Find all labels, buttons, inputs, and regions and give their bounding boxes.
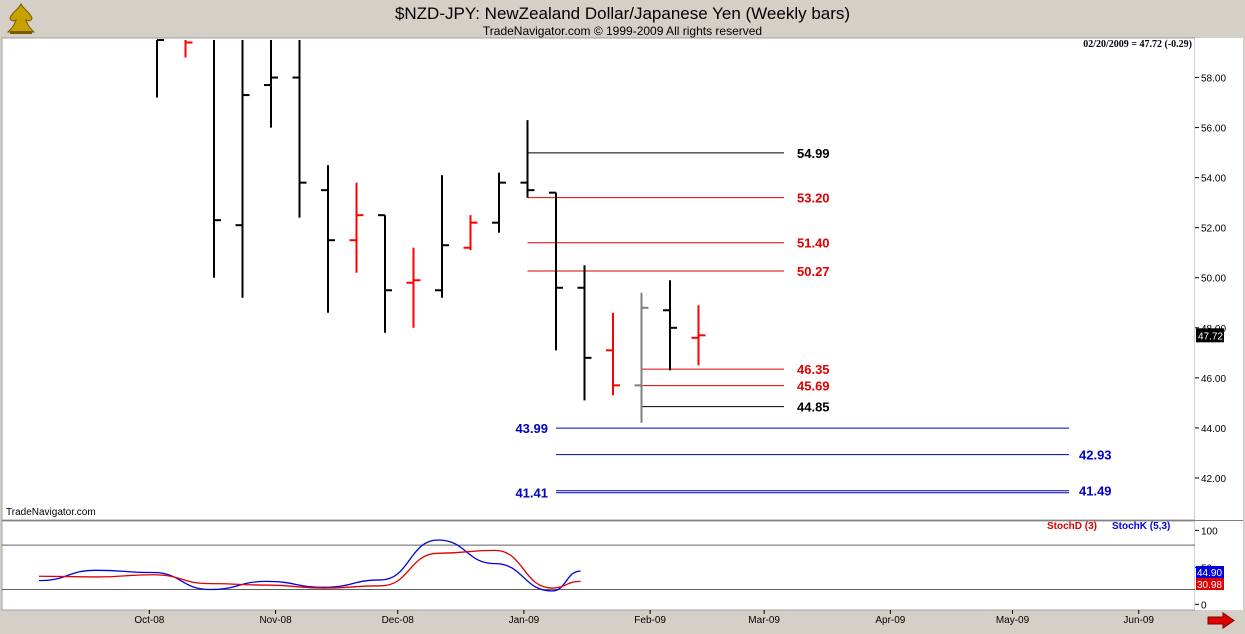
stoch-last-label: 44.90 xyxy=(1197,568,1222,579)
price-bars xyxy=(156,39,706,423)
price-axis-area xyxy=(1195,38,1243,610)
level-label: 45.69 xyxy=(797,379,830,394)
watermark-text: TradeNavigator.com xyxy=(6,507,96,518)
stochastic-lines xyxy=(38,539,581,592)
arrow-right-icon xyxy=(1207,612,1235,629)
level-label: 54.99 xyxy=(797,146,830,161)
stochastic-panel xyxy=(1,520,1196,611)
price-tick-label: 52.00 xyxy=(1201,224,1226,235)
stoch-d-legend: StochD (3) xyxy=(1047,521,1097,532)
price-levels xyxy=(527,152,1069,494)
time-tick-label: Oct-08 xyxy=(134,615,164,626)
chart-title: $NZD-JPY: NewZealand Dollar/Japanese Yen… xyxy=(394,4,851,23)
price-tick-label: 42.00 xyxy=(1201,474,1226,485)
time-tick-label: Mar-09 xyxy=(748,615,780,626)
time-tick-label: Jan-09 xyxy=(509,615,540,626)
stoch-tick-label: 50 xyxy=(1201,563,1213,574)
copyright-text: TradeNavigator.com © 1999-2009 All right… xyxy=(482,24,763,38)
level-label: 44.85 xyxy=(797,400,830,415)
stoch-last-label: 30.98 xyxy=(1197,580,1222,591)
stoch-k-legend: StochK (5,3) xyxy=(1112,521,1171,532)
level-label: 51.40 xyxy=(797,236,830,251)
price-tick-label: 48.00 xyxy=(1201,324,1226,335)
last-price-marker xyxy=(1196,328,1224,343)
level-label: 53.20 xyxy=(797,191,830,206)
time-tick-label: Feb-09 xyxy=(634,615,666,626)
stoch-tick-label: 100 xyxy=(1201,526,1218,537)
stoch-last-marker xyxy=(1196,566,1224,578)
price-axis: 42.00 44.00 46.00 48.00 50.00 52.00 54.00 56.00… xyxy=(1195,74,1226,485)
price-tick-label: 46.00 xyxy=(1201,374,1226,385)
scroll-right-button[interactable] xyxy=(1207,612,1235,629)
level-label: 41.41 xyxy=(515,486,548,501)
price-tick-label: 44.00 xyxy=(1201,424,1226,435)
price-tick-label: 58.00 xyxy=(1201,74,1226,85)
last-price-label: 47.72 xyxy=(1198,331,1223,342)
time-axis: Oct-08 Nov-08 Dec-08 Jan-09 Feb-09 Mar-09 Apr-… xyxy=(134,610,1154,626)
stoch-line xyxy=(38,539,581,592)
level-label: 42.93 xyxy=(1079,448,1112,463)
quote-readout: 02/20/2009 = 47.72 (-0.29) xyxy=(1083,39,1192,50)
time-tick-label: May-09 xyxy=(996,615,1030,626)
time-tick-label: Dec-08 xyxy=(382,615,415,626)
app-logo xyxy=(6,2,36,34)
time-tick-label: Apr-09 xyxy=(875,615,905,626)
price-tick-label: 54.00 xyxy=(1201,174,1226,185)
price-tick-label: 50.00 xyxy=(1201,274,1226,285)
price-panel xyxy=(1,37,1196,521)
stoch-line xyxy=(38,549,581,589)
level-label: 43.99 xyxy=(515,421,548,436)
stoch-last-marker xyxy=(1196,578,1224,590)
window-header: $NZD-JPY: NewZealand Dollar/Japanese Yen… xyxy=(0,0,1245,41)
time-tick-label: Jun-09 xyxy=(1123,615,1154,626)
level-label: 50.27 xyxy=(797,264,830,279)
level-label: 46.35 xyxy=(797,362,830,377)
level-label: 41.49 xyxy=(1079,484,1112,499)
stoch-tick-label: 0 xyxy=(1201,600,1207,611)
time-tick-label: Nov-08 xyxy=(259,615,292,626)
price-tick-label: 56.00 xyxy=(1201,124,1226,135)
level-labels: 54.99 53.20 51.40 50.27 46.35 45.69 44.85 43.99… xyxy=(515,146,1111,501)
